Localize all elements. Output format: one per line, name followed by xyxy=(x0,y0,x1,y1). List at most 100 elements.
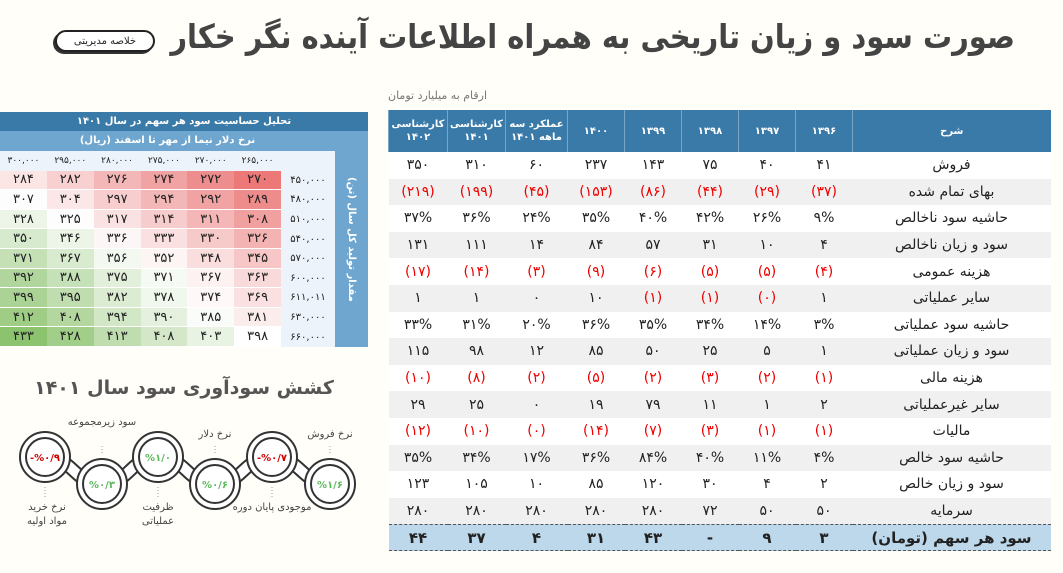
table-cell: ۷۹ xyxy=(624,391,682,418)
sensitivity-cell: ۲۸۹ xyxy=(234,190,281,210)
sensitivity-cell: ۴۱۲ xyxy=(0,307,47,328)
factor-value: %۰/۳ xyxy=(89,480,115,491)
table-row: مالیات (۱) (۱) (۳) (۷) (۱۴) (۰) (۱۰) (۱۲) xyxy=(388,417,1051,445)
table-cell: - xyxy=(681,523,739,552)
sensitivity-cell: ۲۹۲ xyxy=(187,190,235,210)
table-row: سود و زیان خالص ۲ ۴ ۳۰ ۱۲۰ ۸۵ ۱۰ ۱۰۵ ۱۲۳ xyxy=(388,471,1051,498)
table-cell: (۵) xyxy=(738,258,796,285)
corner-cell xyxy=(281,151,335,171)
table-row: حاشیه سود عملیاتی ۳% ۱۴% ۳۴% ۳۵% ۳۶% ۲۰% ۳۱% ۳۳% xyxy=(388,311,1051,339)
sensitivity-cell: ۳۴۵ xyxy=(234,248,281,269)
table-cell: (۱) xyxy=(681,284,739,312)
factor-value: %۱/۰ xyxy=(145,453,171,464)
table-cell: ۳۱۰ xyxy=(447,152,506,179)
inner-ring xyxy=(138,437,178,477)
table-cell: (۱) xyxy=(795,417,853,445)
table-cell: (۸۶) xyxy=(624,178,682,206)
table-cell: ۱ xyxy=(795,338,853,365)
sensitivity-row: ۵۷۰,۰۰۰ ۳۴۵ ۳۴۸ ۳۵۲ ۳۵۶ ۳۶۷ ۳۷۱ xyxy=(0,248,335,269)
factor-label: سود زیرمجموعه xyxy=(67,417,137,428)
row-label: فروش xyxy=(852,152,1051,179)
table-row: حاشیه سود خالص ۴% ۱۱% ۴۰% ۸۴% ۳۶% ۱۷% ۳۴% ۳۵% xyxy=(388,444,1051,472)
table-cell: ۹% xyxy=(795,205,853,232)
table-cell: (۱) xyxy=(738,417,796,445)
sensitivity-cell: ۳۷۱ xyxy=(0,248,47,269)
table-cell: ۱۴۳ xyxy=(624,152,682,179)
sensitivity-cell: ۲۷۰ xyxy=(234,170,281,191)
sensitivity-cell: ۳۸۱ xyxy=(234,307,281,328)
sensitivity-cell: ۳۰۷ xyxy=(0,190,47,210)
table-cell: ۱۴% xyxy=(738,311,796,339)
table-cell: ۴۰% xyxy=(624,205,682,232)
table-cell: ۲۹ xyxy=(388,391,448,418)
table-cell: ۵۰ xyxy=(795,497,853,525)
table-cell: ۲۴% xyxy=(505,205,568,232)
column-header: ۱۴۰۰ xyxy=(567,110,625,152)
row-label: بهای تمام شده xyxy=(852,178,1051,206)
row-label: ۶۱۱,۰۱۱ xyxy=(281,288,335,308)
sensitivity-row: ۴۸۰,۰۰۰ ۲۸۹ ۲۹۲ ۲۹۴ ۲۹۷ ۳۰۴ ۳۰۷ xyxy=(0,190,335,210)
table-cell: (۱) xyxy=(795,364,853,392)
row-label: مالیات xyxy=(852,417,1051,445)
sensitivity-cell: ۴۱۳ xyxy=(93,327,141,347)
table-cell: (۲) xyxy=(505,364,568,392)
management-summary-button[interactable]: خلاصه مدیریتی xyxy=(55,30,155,52)
table-cell: ۱۷% xyxy=(505,444,568,472)
factor-label: نرخ خرید مواد اولیه xyxy=(27,502,67,527)
table-cell: (۱۹۹) xyxy=(447,178,506,206)
sensitivity-cell: ۲۸۴ xyxy=(0,170,47,191)
sensitivity-title: تحلیل حساسیت سود هر سهم در سال ۱۴۰۱ xyxy=(0,112,368,131)
row-label: ۴۵۰,۰۰۰ xyxy=(281,170,335,191)
sensitivity-cell: ۳۲۶ xyxy=(234,229,281,249)
factor-label: ظرفیت عملیاتی xyxy=(141,502,175,527)
sensitivity-cell: ۳۳۶ xyxy=(93,229,141,249)
inner-ring xyxy=(252,437,292,477)
table-cell: ۳۶% xyxy=(567,311,625,339)
sensitivity-cell: ۲۷۲ xyxy=(187,170,235,191)
column-header: ۱۳۹۷ xyxy=(738,110,796,152)
table-cell: (۴) xyxy=(795,258,853,285)
sensitivity-factor: -%۰/۷ xyxy=(246,431,298,497)
column-label: ۲۶۵,۰۰۰ xyxy=(234,151,281,171)
sensitivity-cell: ۳۹۹ xyxy=(0,288,47,308)
table-row: سود و زیان ناخالص ۴ ۱۰ ۳۱ ۵۷ ۸۴ ۱۴ ۱۱۱ ۱۳۱ xyxy=(388,231,1051,259)
sensitivity-cell: ۳۹۲ xyxy=(0,268,47,289)
table-row: سود و زیان عملیاتی ۱ ۵ ۲۵ ۵۰ ۸۵ ۱۲ ۹۸ ۱۱۵ xyxy=(388,338,1051,365)
table-row: حاشیه سود ناخالص ۹% ۲۶% ۴۲% ۴۰% ۳۵% ۲۴% ۳۶% ۳۷% xyxy=(388,205,1051,232)
sensitivity-cell: ۳۹۰ xyxy=(140,307,188,328)
table-cell: ۴۰% xyxy=(681,444,739,472)
sensitivity-factor: %۰/۶ xyxy=(189,446,241,510)
table-cell: (۰) xyxy=(505,417,568,445)
table-cell: (۲) xyxy=(738,364,796,392)
table-cell: ۳۷ xyxy=(447,523,506,552)
table-cell: ۴۴ xyxy=(388,523,448,552)
table-cell: ۳۶% xyxy=(567,444,625,472)
table-cell: ۸۵ xyxy=(567,338,625,365)
sensitivity-cell: ۳۷۸ xyxy=(140,288,188,308)
factor-value: %۰/۶ xyxy=(202,480,228,491)
sensitivity-header-row: ۲۶۵,۰۰۰ ۲۷۰,۰۰۰ ۲۷۵,۰۰۰ ۲۸۰,۰۰۰ ۲۹۵,۰۰۰ ۳۰۰,۰… xyxy=(0,151,335,171)
sensitivity-factor: %۰/۳ xyxy=(76,446,128,510)
table-row: بهای تمام شده (۳۷) (۲۹) (۴۴) (۸۶) (۱۵۳) (۴۵) (۱… xyxy=(388,178,1051,206)
sensitivity-cell: ۳۵۲ xyxy=(140,248,188,269)
table-row: سایر غیرعملیاتی ۲ ۱ ۱۱ ۷۹ ۱۹ ۰ ۲۵ ۲۹ xyxy=(388,391,1051,418)
table-cell: ۴۱ xyxy=(795,152,853,179)
sensitivity-cell: ۲۸۲ xyxy=(46,170,94,191)
table-cell: ۷۲ xyxy=(681,497,739,525)
table-cell: ۵ xyxy=(738,338,796,365)
table-cell: ۰ xyxy=(505,284,568,312)
table-cell: ۴ xyxy=(795,231,853,259)
column-label: ۲۷۰,۰۰۰ xyxy=(187,151,235,171)
table-row: سایر عملیاتی ۱ (۰) (۱) (۱) ۱۰ ۰ ۱ ۱ xyxy=(388,284,1051,312)
table-cell: (۲۱۹) xyxy=(388,178,448,206)
sensitivity-cell: ۳۱۷ xyxy=(93,209,141,230)
sensitivity-cell: ۴۰۸ xyxy=(140,327,188,347)
table-cell: (۳) xyxy=(505,258,568,285)
table-cell: ۲۸۰ xyxy=(388,497,448,525)
table-row: سود هر سهم (تومان) ۳ ۹-۴۳ ۳۱ ۴ ۳۷ ۴۴ xyxy=(388,523,1051,552)
table-cell: ۱۱۱ xyxy=(447,231,506,259)
table-cell: ۱۱۵ xyxy=(388,338,448,365)
table-cell: ۳۵% xyxy=(624,311,682,339)
sensitivity-cell: ۳۱۴ xyxy=(140,209,188,230)
sensitivity-row: ۶۶۰,۰۰۰ ۳۹۸ ۴۰۳ ۴۰۸ ۴۱۳ ۴۲۸ ۴۳۳ xyxy=(0,327,335,347)
